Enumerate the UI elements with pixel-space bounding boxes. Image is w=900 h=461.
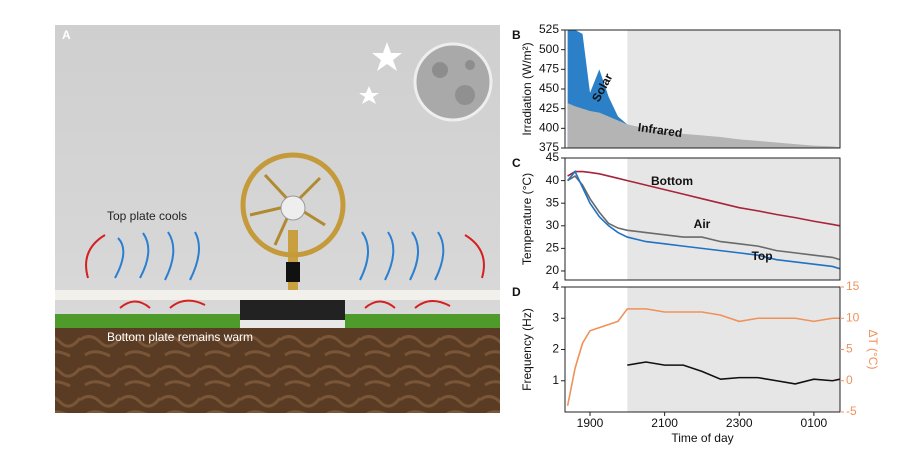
y-tick-label: 35	[546, 195, 560, 209]
y2-axis-label: ΔT (°C)	[866, 330, 880, 370]
y-tick-label: 400	[539, 121, 559, 135]
panel-label: B	[512, 28, 521, 42]
bottom-plate-text: Bottom plate remains warm	[107, 330, 253, 344]
y-tick-label: 1	[552, 373, 559, 387]
x-tick-label: 2100	[651, 416, 678, 430]
y2-tick-label: 0	[846, 373, 853, 387]
panel-label: A	[62, 28, 71, 42]
stand	[288, 230, 298, 290]
area	[567, 103, 840, 148]
night-shade	[627, 287, 840, 412]
heat-arrows	[85, 231, 485, 309]
line	[567, 170, 840, 227]
grass	[345, 314, 500, 328]
engine-base	[240, 300, 345, 322]
y-axis-label: Frequency (Hz)	[520, 308, 534, 391]
y-tick-label: 30	[546, 218, 560, 232]
y-tick-label: 25	[546, 241, 560, 255]
y-tick-label: 20	[546, 263, 560, 277]
series-label: Bottom	[651, 174, 693, 188]
y2-tick-label: 15	[846, 279, 860, 293]
panel-label: D	[512, 285, 521, 299]
y-tick-label: 375	[539, 140, 559, 154]
y-tick-label: 450	[539, 81, 559, 95]
star	[372, 42, 402, 71]
plot	[567, 30, 840, 148]
soil	[55, 328, 500, 413]
series-label: Infrared	[637, 120, 683, 140]
plot	[566, 170, 840, 270]
y-tick-label: 425	[539, 101, 559, 115]
y-axis-label: Irradiation (W/m²)	[520, 42, 534, 135]
y-tick-label: 45	[546, 150, 560, 164]
moon	[413, 42, 493, 122]
frame	[564, 157, 841, 281]
y-tick-label: 40	[546, 173, 560, 187]
line	[627, 361, 840, 385]
y-tick-label: 4	[552, 279, 559, 293]
flywheel	[240, 152, 346, 258]
y-axis-label: Temperature (°C)	[520, 173, 534, 265]
grass	[55, 314, 240, 328]
x-tick-label: 1900	[577, 416, 604, 430]
y-tick-label: 475	[539, 62, 559, 76]
series-label: Air	[694, 217, 711, 231]
photo-panel: A Top plate cools Bottom plate remains w…	[55, 25, 500, 413]
y-tick-label: 3	[552, 310, 559, 324]
y-tick-label: 2	[552, 342, 559, 356]
line	[567, 175, 840, 261]
y-tick-label: 500	[539, 42, 559, 56]
x-tick-label: 0100	[801, 416, 828, 430]
top-plate-text: Top plate cools	[107, 209, 187, 223]
x-tick-label: 2300	[726, 416, 753, 430]
series-label: Top	[751, 249, 772, 263]
night-shade	[627, 30, 840, 148]
x-axis-label: Time of day	[671, 431, 733, 445]
star	[359, 86, 379, 104]
top-plate	[55, 290, 500, 300]
y-tick-label: 525	[539, 22, 559, 36]
y2-tick-label: -5	[846, 404, 857, 418]
line	[566, 170, 840, 270]
line	[566, 308, 840, 406]
panel-label: C	[512, 156, 521, 170]
y2-tick-label: 5	[846, 342, 853, 356]
plot	[566, 308, 840, 406]
y2-tick-label: 10	[846, 310, 860, 324]
